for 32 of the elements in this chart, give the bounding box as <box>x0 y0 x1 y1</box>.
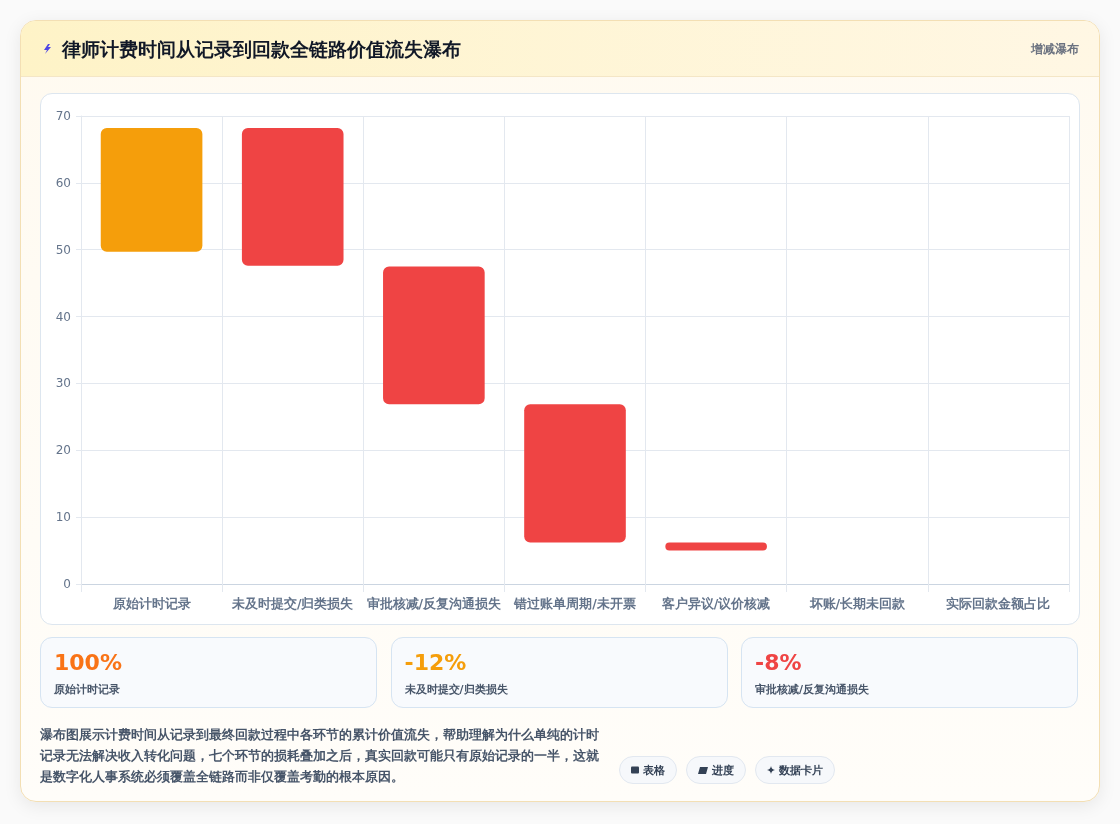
y-tick-label: 30 <box>55 376 71 391</box>
y-tick-label: 60 <box>55 175 71 190</box>
bar <box>383 266 485 405</box>
chart-title: 律师计费时间从记录到回款全链路价值流失瀑布 <box>62 37 461 62</box>
y-tick-label: 10 <box>55 510 71 525</box>
text: 审批核减/反复沟通损失 <box>755 682 870 698</box>
x-tick-label: 坏账/长期未回款 <box>808 596 907 611</box>
text: 表格 <box>643 762 665 778</box>
text: 未及时提交/归类损失 <box>404 682 508 698</box>
y-tick-label: 0 <box>63 577 71 591</box>
x-tick-label: 客户异议/议价核减 <box>660 596 771 611</box>
text: 原始计时记录 <box>54 682 120 698</box>
x-tick-label: 未及时提交/归类损失 <box>230 596 354 611</box>
x-tick-label: 错过账单周期/未开票 <box>513 596 636 611</box>
bar <box>100 128 203 252</box>
y-tick-label: 20 <box>55 443 71 458</box>
text: 进度 <box>712 762 734 778</box>
y-tick-label: 40 <box>55 309 71 324</box>
chart-subtitle: 增减瀑布 <box>1031 41 1079 58</box>
x-tick-label: 实际回款金额占比 <box>946 596 1051 611</box>
x-tick-label: 审批核减/反复沟通损失 <box>366 596 502 611</box>
bar <box>665 542 767 551</box>
text: 瀑布图展示计费时间从记录到最终回款过程中各环节的累计价值流失，帮助理解为什么单纯的计时记录无法解决收入转化问题，七个环节的损耗叠加之后，真实回款可能只有原始记录的一半，这就是数字化人事系统必须覆盖全链路而非仅覆盖考勤的根本原因。 <box>40 726 600 786</box>
x-tick-label: 原始计时记录 <box>111 596 191 611</box>
bar <box>241 128 344 266</box>
y-tick-label: 50 <box>55 242 71 257</box>
y-tick-label: 70 <box>55 109 71 123</box>
text: 100% <box>54 649 122 677</box>
text: -8% <box>755 649 802 677</box>
text: -12% <box>404 649 467 677</box>
bar <box>524 404 626 543</box>
text: 数据卡片 <box>779 762 823 778</box>
